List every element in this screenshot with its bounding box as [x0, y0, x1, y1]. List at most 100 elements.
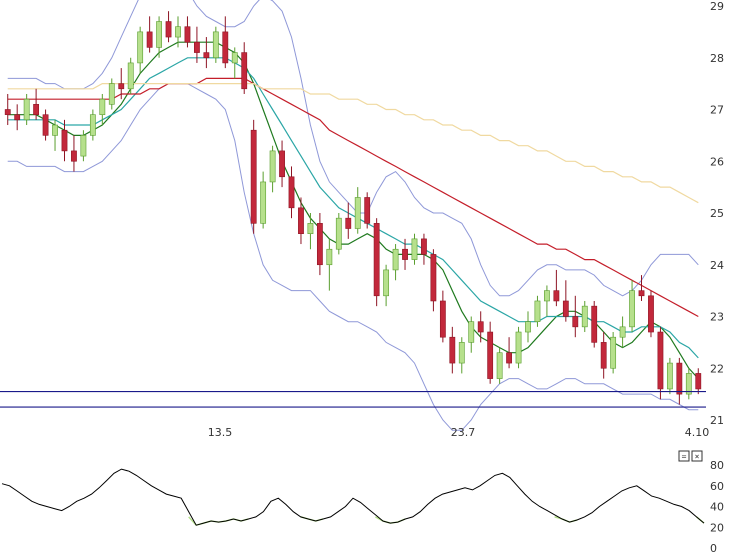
candle-body [421, 238, 427, 255]
candle-body [629, 290, 635, 328]
candlesticks [4, 11, 702, 405]
candle-body [562, 300, 569, 317]
price-tick-label: 27 [710, 104, 724, 117]
price-panel: 29 28 27 26 25 24 23 22 21 13.5 23.7 4.10 [0, 0, 724, 439]
oscillator-zones [188, 516, 705, 526]
price-tick-label: 24 [710, 259, 724, 272]
date-label: 23.7 [451, 426, 476, 439]
candle-body [373, 223, 380, 297]
candle-body [71, 150, 77, 162]
candle-body [184, 26, 191, 43]
candle-body [23, 98, 30, 121]
candle-body [468, 321, 475, 343]
candle-body [496, 352, 503, 379]
candle-body [33, 104, 40, 115]
candle-body [14, 114, 21, 121]
bollinger-lower-line [7, 83, 699, 431]
candle-body [118, 83, 125, 90]
candle-body [572, 316, 579, 328]
candle-body [52, 124, 58, 136]
price-tick-label: 29 [710, 0, 724, 13]
candle-body [449, 336, 456, 364]
indicator-settings-button[interactable]: = [678, 450, 690, 462]
candle-body [42, 114, 49, 136]
indicator-close-button[interactable]: × [691, 450, 703, 462]
bollinger-bands [7, 0, 699, 431]
candle-body [250, 129, 257, 224]
price-tick-label: 22 [710, 362, 724, 375]
price-y-axis: 29 28 27 26 25 24 23 22 21 [710, 0, 724, 427]
price-tick-label: 23 [710, 311, 724, 324]
candle-body [89, 114, 96, 136]
candle-body [534, 300, 541, 322]
candle-body [439, 300, 446, 338]
oscillator-panel: = × 80 60 40 20 0 [1, 450, 724, 555]
oscillator-y-axis: 80 60 40 20 0 [710, 459, 724, 555]
candle-body [506, 352, 512, 364]
candle-body [260, 181, 267, 224]
candle-body [194, 41, 200, 53]
candle-body [108, 83, 115, 105]
settings-icon: = [682, 452, 687, 461]
date-label: 13.5 [208, 426, 233, 439]
candle-body [600, 342, 607, 369]
moving-average-line-ma_slow [7, 77, 699, 318]
candle-body [676, 362, 683, 395]
candle-body [515, 331, 522, 364]
candle-body [175, 26, 181, 38]
oscillator-tick-label: 0 [710, 542, 717, 555]
price-tick-label: 21 [710, 414, 724, 427]
candle-body [648, 295, 654, 333]
candle-body [581, 305, 588, 328]
candle-body [657, 331, 664, 390]
candle-body [544, 290, 550, 302]
candle-body [411, 238, 418, 260]
candle-body [4, 109, 11, 115]
candle-body [392, 248, 399, 271]
support-lines [0, 390, 706, 408]
candle-body [165, 21, 172, 38]
date-axis: 13.5 23.7 4.10 [208, 426, 710, 439]
candle-body [383, 269, 390, 297]
candle-body [458, 342, 465, 364]
candle-body [288, 176, 295, 209]
candle-body [137, 31, 144, 64]
price-tick-label: 25 [710, 207, 724, 220]
candle-body [222, 31, 229, 64]
candle-body [279, 150, 285, 178]
candle-body [619, 326, 626, 338]
candle-body [364, 197, 371, 224]
oscillator-tick-label: 80 [710, 459, 724, 472]
candle-body [80, 135, 87, 157]
oscillator-line [1, 468, 705, 526]
price-tick-label: 28 [710, 52, 724, 65]
candle-body [146, 31, 153, 48]
candle-body [99, 98, 106, 115]
candle-body [61, 129, 68, 152]
candle-body [553, 290, 560, 302]
price-tick-label: 26 [710, 155, 724, 168]
candle-body [316, 223, 323, 266]
candle-body [345, 217, 352, 229]
candle-body [298, 207, 304, 234]
candle-body [638, 290, 645, 297]
candle-body [666, 362, 673, 390]
candle-body [241, 52, 248, 90]
candle-body [212, 31, 219, 59]
candle-body [127, 62, 134, 90]
candle-body [156, 21, 162, 48]
candle-body [430, 254, 437, 302]
bollinger-upper-line [7, 0, 699, 297]
candle-body [402, 248, 408, 260]
candle-body [335, 217, 342, 250]
candle-body [307, 223, 314, 235]
oscillator-line [1, 468, 705, 526]
candle-body [695, 373, 702, 390]
candle-body [231, 52, 238, 64]
oscillator-tick-label: 20 [710, 521, 724, 534]
candle-body [354, 197, 361, 229]
oscillator-tick-label: 60 [710, 480, 724, 493]
candle-body [269, 150, 276, 183]
close-icon: × [695, 452, 700, 461]
